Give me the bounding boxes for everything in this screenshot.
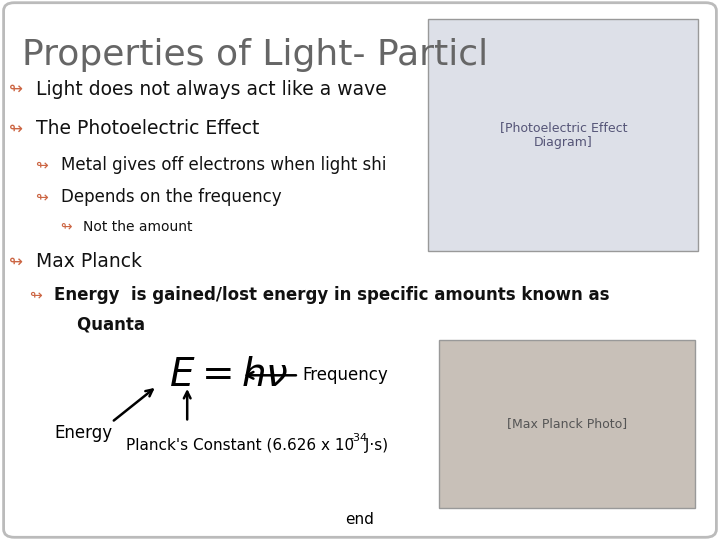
FancyBboxPatch shape (439, 340, 695, 508)
Text: [Max Planck Photo]: [Max Planck Photo] (507, 417, 627, 430)
Text: -34: -34 (349, 434, 367, 443)
Text: Properties of Light- Particl: Properties of Light- Particl (22, 38, 487, 72)
Text: ↬: ↬ (30, 288, 42, 303)
FancyBboxPatch shape (4, 3, 716, 537)
Text: ↬: ↬ (9, 119, 23, 138)
Text: The Photoelectric Effect: The Photoelectric Effect (36, 119, 259, 138)
Text: Metal gives off electrons when light shi: Metal gives off electrons when light shi (61, 156, 387, 174)
Text: ↬: ↬ (35, 157, 48, 172)
Text: J·s): J·s) (360, 438, 388, 453)
Text: $E = h\nu$: $E = h\nu$ (169, 356, 289, 394)
Text: Energy  is gained/lost energy in specific amounts known as: Energy is gained/lost energy in specific… (54, 286, 610, 305)
Text: Depends on the frequency: Depends on the frequency (61, 188, 282, 206)
Text: ↬: ↬ (9, 80, 23, 98)
Text: Light does not always act like a wave: Light does not always act like a wave (36, 79, 387, 99)
Text: end: end (346, 512, 374, 527)
Text: [Photoelectric Effect
Diagram]: [Photoelectric Effect Diagram] (500, 121, 627, 149)
Text: ↬: ↬ (9, 253, 23, 271)
Text: Energy: Energy (54, 424, 112, 442)
Text: Planck's Constant (6.626 x 10: Planck's Constant (6.626 x 10 (126, 438, 354, 453)
Text: Frequency: Frequency (302, 366, 388, 384)
Text: ↬: ↬ (60, 220, 72, 234)
Text: Quanta: Quanta (54, 315, 145, 333)
Text: ↬: ↬ (35, 190, 48, 205)
FancyBboxPatch shape (428, 19, 698, 251)
Text: Max Planck: Max Planck (36, 252, 142, 272)
Text: Not the amount: Not the amount (83, 220, 192, 234)
